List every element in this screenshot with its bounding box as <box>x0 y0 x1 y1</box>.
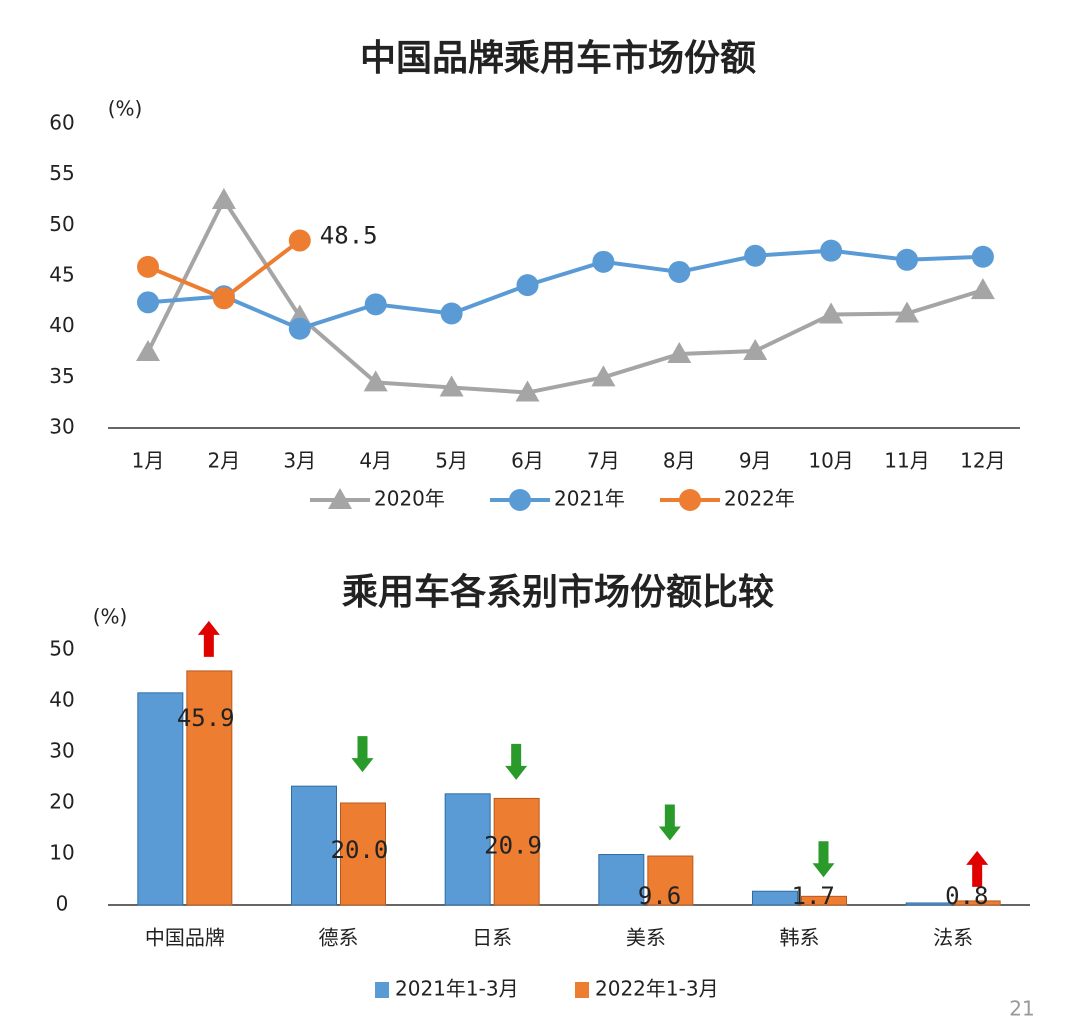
y-tick-label: 0 <box>56 892 69 916</box>
y-tick-label: 30 <box>49 415 74 439</box>
marker <box>591 365 616 387</box>
marker <box>364 293 387 316</box>
x-tick-label: 11月 <box>884 449 929 473</box>
line <box>146 195 984 395</box>
y-tick-label: 45 <box>49 263 74 287</box>
bar <box>137 692 184 906</box>
marker <box>970 278 995 300</box>
data-label: 45.9 <box>177 704 235 732</box>
x-tick-label: 1月 <box>132 449 165 473</box>
x-tick-label: 10月 <box>808 449 853 473</box>
marker <box>744 244 767 267</box>
bar <box>598 854 645 906</box>
data-label: 20.0 <box>331 836 389 864</box>
bar <box>186 670 233 906</box>
legend-label: 2021年1-3月 <box>395 977 519 1001</box>
marker <box>440 302 463 325</box>
marker <box>212 287 235 310</box>
y-tick-label: 50 <box>49 637 74 661</box>
marker <box>743 338 768 360</box>
bar <box>291 785 337 906</box>
y-unit: (%) <box>108 97 143 121</box>
page-number: 21 <box>1009 997 1034 1021</box>
marker <box>668 260 691 283</box>
marker <box>288 317 311 340</box>
bar <box>801 895 847 906</box>
marker <box>971 245 994 268</box>
marker <box>363 370 388 392</box>
legend-label: 2020年 <box>374 487 445 511</box>
marker <box>288 229 311 252</box>
data-label: 48.5 <box>320 222 378 250</box>
line <box>147 248 983 331</box>
trend-arrow <box>658 804 681 841</box>
y-tick-label: 55 <box>49 161 74 185</box>
x-tick-label: 法系 <box>933 926 973 950</box>
marker <box>895 301 919 323</box>
marker <box>515 380 540 402</box>
chart-title: 中国品牌乘用车市场份额 <box>360 38 756 79</box>
legend-marker <box>328 488 352 509</box>
marker <box>211 188 236 209</box>
x-tick-label: 7月 <box>587 449 620 473</box>
x-tick-label: 5月 <box>435 449 468 473</box>
bar <box>444 793 491 906</box>
marker <box>439 375 464 397</box>
chart-title: 乘用车各系别市场份额比较 <box>342 572 774 613</box>
y-tick-label: 20 <box>49 790 74 814</box>
x-tick-label: 日系 <box>472 926 512 950</box>
marker <box>516 274 539 297</box>
legend-swatch <box>375 982 389 998</box>
marker <box>819 302 844 324</box>
x-tick-label: 3月 <box>283 449 316 473</box>
x-tick-label: 中国品牌 <box>145 926 225 950</box>
bar <box>905 902 952 906</box>
trend-arrow <box>351 736 374 773</box>
x-tick-label: 9月 <box>739 449 772 473</box>
y-tick-label: 60 <box>49 111 74 135</box>
marker <box>592 250 615 273</box>
legend-swatch <box>575 982 589 998</box>
legend-label: 2022年1-3月 <box>595 977 719 1001</box>
x-tick-label: 2月 <box>208 449 241 473</box>
marker <box>137 255 159 278</box>
bar <box>954 900 1001 906</box>
y-unit: (%) <box>93 605 128 629</box>
trend-arrow <box>505 743 528 780</box>
legend-label: 2021年 <box>554 487 625 511</box>
x-tick-label: 德系 <box>319 926 359 950</box>
x-tick-label: 8月 <box>663 449 696 473</box>
y-tick-label: 30 <box>49 739 74 763</box>
trend-arrow <box>812 841 835 878</box>
marker <box>136 340 160 361</box>
marker <box>820 239 843 262</box>
bar <box>647 855 694 906</box>
y-tick-label: 40 <box>49 313 74 337</box>
legend-marker <box>679 489 701 511</box>
trend-arrow <box>966 850 989 887</box>
data-label: 20.9 <box>484 831 542 859</box>
y-tick-label: 50 <box>49 212 74 236</box>
bar <box>493 797 540 906</box>
x-tick-label: 韩系 <box>780 926 820 950</box>
data-label: 0.8 <box>945 882 988 910</box>
legend-marker <box>509 489 531 511</box>
legend-label: 2022年 <box>724 487 795 511</box>
x-tick-label: 6月 <box>511 449 544 473</box>
y-tick-label: 10 <box>49 841 74 865</box>
marker <box>896 248 918 271</box>
bar <box>752 890 798 906</box>
x-tick-label: 美系 <box>626 926 666 950</box>
marker <box>667 342 692 364</box>
y-tick-label: 35 <box>49 364 74 388</box>
x-tick-label: 4月 <box>359 449 392 473</box>
x-tick-label: 12月 <box>960 449 1005 473</box>
y-tick-label: 40 <box>49 688 74 712</box>
marker <box>137 291 159 314</box>
data-label: 9.6 <box>638 882 681 910</box>
bar <box>340 802 386 906</box>
data-label: 1.7 <box>792 882 835 910</box>
trend-arrow <box>197 620 220 657</box>
